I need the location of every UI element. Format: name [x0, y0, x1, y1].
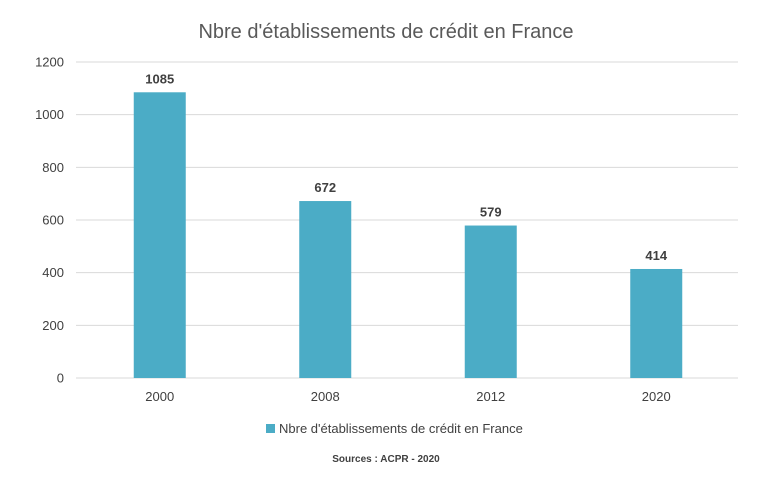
x-tick-label: 2000 — [145, 389, 174, 404]
data-labels: 1085 672 579 414 — [145, 71, 668, 263]
gridlines — [76, 61, 738, 379]
chart-title: Nbre d'établissements de crédit en Franc… — [198, 21, 573, 43]
x-tick-label: 2020 — [642, 389, 671, 404]
bar-2008 — [299, 201, 352, 378]
data-label-2008: 672 — [314, 180, 336, 195]
x-tick-label: 2012 — [476, 389, 505, 404]
legend-swatch — [266, 424, 275, 433]
x-axis-ticks: 2000 2008 2012 2020 — [145, 389, 670, 404]
source-note: Sources : ACPR - 2020 — [332, 454, 440, 465]
y-tick-label: 1000 — [35, 107, 64, 122]
y-tick-label: 0 — [57, 371, 64, 386]
data-label-2000: 1085 — [145, 71, 174, 86]
bar-2000 — [133, 92, 186, 379]
data-label-2012: 579 — [480, 205, 502, 220]
y-tick-label: 400 — [42, 265, 64, 280]
y-tick-label: 600 — [42, 213, 64, 228]
bars — [133, 92, 683, 379]
y-axis-ticks: 0 200 400 600 800 1000 1200 — [35, 55, 64, 386]
data-label-2020: 414 — [645, 248, 667, 263]
y-tick-label: 200 — [42, 318, 64, 333]
legend: Nbre d'établissements de crédit en Franc… — [266, 421, 523, 436]
legend-label: Nbre d'établissements de crédit en Franc… — [279, 421, 523, 436]
y-tick-label: 1200 — [35, 55, 64, 70]
bar-2020 — [630, 268, 683, 378]
x-tick-label: 2008 — [311, 389, 340, 404]
bar-2012 — [464, 225, 517, 378]
y-tick-label: 800 — [42, 160, 64, 175]
